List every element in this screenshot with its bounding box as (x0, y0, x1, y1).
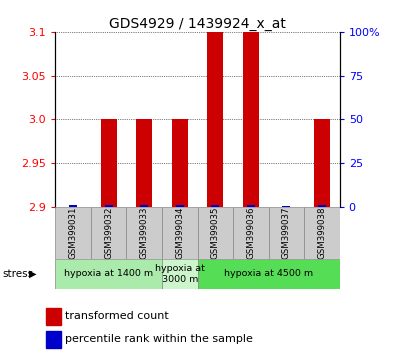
Bar (101, 120, 117, 207)
Text: GSM399031: GSM399031 (69, 207, 77, 259)
Bar (162, 207, 198, 259)
Bar (69, 205, 77, 207)
Bar (304, 207, 340, 259)
Bar (243, 32, 259, 207)
Text: transformed count: transformed count (65, 312, 168, 321)
Bar (172, 120, 188, 207)
Bar (91, 207, 126, 259)
Bar (198, 259, 340, 289)
Title: GDS4929 / 1439924_x_at: GDS4929 / 1439924_x_at (109, 17, 286, 31)
Text: ▶: ▶ (29, 269, 36, 279)
Bar (233, 207, 269, 259)
Bar (46, 308, 61, 325)
Bar (207, 32, 223, 207)
Bar (176, 205, 184, 207)
Text: GSM399032: GSM399032 (104, 207, 113, 259)
Bar (162, 259, 198, 289)
Bar (318, 205, 326, 207)
Bar (140, 205, 148, 207)
Text: percentile rank within the sample: percentile rank within the sample (65, 335, 252, 344)
Text: hypoxia at 1400 m: hypoxia at 1400 m (64, 269, 153, 278)
Text: stress: stress (2, 269, 33, 279)
Text: GSM399036: GSM399036 (246, 207, 255, 259)
Bar (136, 120, 152, 207)
Bar (247, 205, 255, 207)
Bar (314, 120, 330, 207)
Text: GSM399037: GSM399037 (282, 207, 291, 259)
Text: GSM399034: GSM399034 (175, 207, 184, 259)
Text: hypoxia at
3000 m: hypoxia at 3000 m (155, 264, 205, 284)
Bar (55, 259, 162, 289)
Bar (46, 331, 61, 348)
Bar (211, 205, 219, 207)
Bar (126, 207, 162, 259)
Bar (55, 207, 91, 259)
Text: GSM399035: GSM399035 (211, 207, 220, 259)
Bar (198, 207, 233, 259)
Text: GSM399038: GSM399038 (318, 207, 326, 259)
Bar (105, 205, 113, 207)
Bar (282, 206, 290, 207)
Text: hypoxia at 4500 m: hypoxia at 4500 m (224, 269, 313, 278)
Bar (269, 207, 304, 259)
Text: GSM399033: GSM399033 (140, 207, 149, 259)
